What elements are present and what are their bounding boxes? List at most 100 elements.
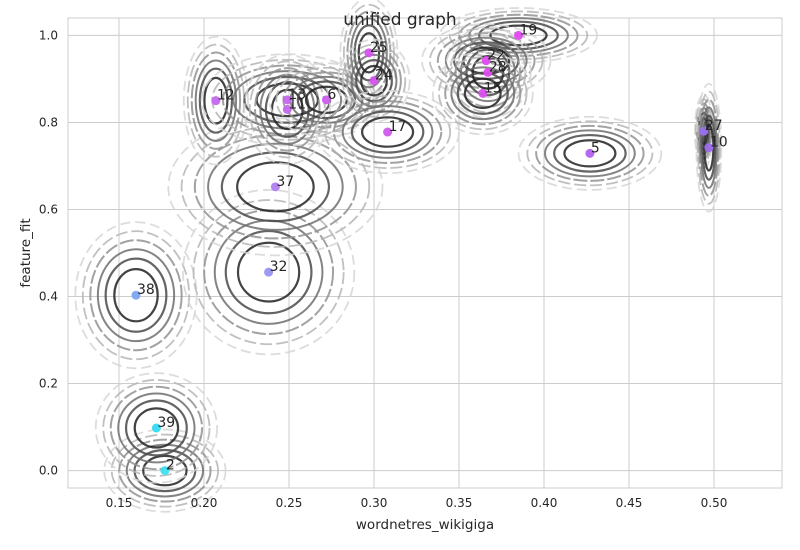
y-tick-label: 0.4 (39, 290, 58, 304)
contour-ring (182, 188, 356, 356)
contour-ring (458, 13, 579, 58)
contour-ring (203, 76, 229, 125)
contour-ring (248, 60, 326, 159)
contour-ring (81, 230, 191, 361)
point-label: 39 (157, 415, 175, 431)
data-point (211, 96, 221, 106)
contour-ring (448, 10, 589, 61)
point-label: 15 (484, 80, 502, 96)
x-tick-label: 0.25 (276, 496, 303, 510)
x-tick-label: 0.30 (361, 496, 388, 510)
contour-ring (104, 257, 168, 333)
contour-ring (167, 117, 384, 257)
contour-ring (125, 443, 205, 498)
y-tick-label: 1.0 (39, 28, 58, 42)
data-point (481, 56, 491, 66)
contour-ring (463, 77, 502, 110)
contour-ring (103, 428, 227, 513)
tick-labels: 0.15 0.20 0.25 0.30 0.35 0.40 0.45 0.500.00.20.… (39, 28, 727, 510)
data-point (321, 95, 331, 105)
data-point (282, 95, 292, 105)
point-label: 32 (270, 259, 288, 275)
x-tick-label: 0.35 (446, 496, 473, 510)
contour-ring (361, 116, 415, 148)
contour-ring (236, 241, 301, 303)
contour-ring (133, 407, 180, 449)
contour-ring (109, 385, 204, 471)
data-point (478, 88, 488, 98)
contour-ring (346, 48, 402, 113)
contour-ring (224, 229, 313, 315)
contour-ring (517, 115, 663, 191)
density-contours (74, 0, 723, 513)
x-tick-label: 0.20 (191, 496, 218, 510)
x-tick-label: 0.15 (106, 496, 133, 510)
contour-ring (190, 51, 242, 150)
y-tick-label: 0.2 (39, 377, 58, 391)
contour-ring (439, 7, 598, 64)
point-label: 24 (375, 68, 393, 84)
contour-ring (324, 95, 452, 169)
point-label: 17 (389, 119, 407, 135)
data-point (264, 267, 274, 277)
contour-ring (489, 24, 548, 47)
data-point (483, 67, 493, 77)
contour-ring (459, 42, 516, 103)
contour-ring (94, 372, 218, 484)
x-tick-label: 0.50 (701, 496, 728, 510)
contour-ring (544, 129, 636, 178)
data-point (364, 48, 374, 58)
point-label: 27 (705, 118, 723, 134)
data-point (131, 290, 141, 300)
contour-ring (563, 139, 617, 168)
point-label: 37 (276, 174, 294, 190)
contour-ring (350, 110, 425, 154)
point-label: 38 (137, 282, 155, 298)
contour-ring (236, 161, 315, 213)
contour-ring (341, 105, 434, 159)
contour-ring (142, 454, 188, 487)
point-label: 11 (288, 96, 306, 112)
point-label: 19 (520, 22, 538, 38)
x-tick-label: 0.45 (616, 496, 643, 510)
contour-ring (102, 379, 211, 477)
point-label: 10 (710, 135, 728, 151)
point-label: 25 (370, 40, 388, 56)
data-point (270, 182, 280, 192)
contour-ring (198, 67, 234, 134)
contour-ring (357, 32, 381, 74)
contour-ring (695, 82, 723, 213)
contour-ring (701, 114, 717, 181)
point-label: 5 (591, 140, 600, 156)
plot-frame (67, 17, 783, 489)
data-point (585, 148, 595, 158)
contour-ring (264, 80, 310, 138)
contour-ring (315, 89, 460, 175)
y-tick-label: 0.8 (39, 115, 58, 129)
contour-ring (113, 268, 159, 323)
contour-ring (243, 53, 332, 166)
x-axis-label: wordnetres_wikigiga (356, 517, 494, 533)
contour-ring (697, 90, 721, 205)
contour-ring (89, 239, 183, 352)
contour-ring (275, 66, 378, 133)
contour-ring (450, 66, 516, 121)
contour-ring (431, 51, 534, 136)
contour-ring (74, 221, 198, 370)
data-point (369, 76, 379, 86)
x-tick-label: 0.40 (531, 496, 558, 510)
data-point (514, 30, 523, 40)
data-points (131, 30, 714, 476)
contour-ring (182, 35, 249, 166)
contour-ring (118, 438, 212, 503)
y-axis-label: feature_fit (18, 218, 34, 287)
contour-ring (194, 59, 238, 142)
contour-ring (207, 142, 344, 231)
contour-ring (535, 124, 645, 182)
data-point (160, 466, 170, 476)
data-point (151, 423, 161, 433)
contour-ring (332, 100, 443, 164)
contour-ring (337, 38, 411, 123)
data-point (704, 143, 714, 153)
data-point (282, 104, 292, 114)
